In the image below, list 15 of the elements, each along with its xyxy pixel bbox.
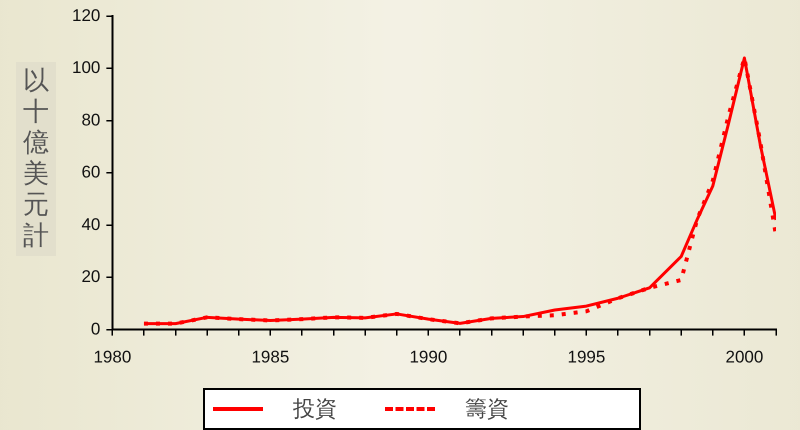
x-tick-label: 1990	[409, 347, 448, 366]
y-tick-label: 80	[81, 110, 100, 130]
y-tick-label: 120	[72, 6, 100, 25]
x-tick-label: 1980	[93, 347, 132, 366]
legend-label: 籌資	[465, 396, 509, 424]
x-tick-label: 1995	[567, 347, 606, 366]
y-tick-label: 100	[72, 58, 100, 78]
y-tick-label: 60	[81, 162, 100, 182]
y-tick-label: 40	[81, 214, 100, 234]
y-axis-title: 以十億美元計	[22, 66, 50, 252]
x-tick-label: 2000	[725, 347, 764, 366]
x-tick-label: 1985	[251, 347, 290, 366]
legend-label: 投資	[293, 396, 337, 424]
y-tick-label: 20	[81, 267, 100, 286]
y-tick-label: 0	[90, 319, 100, 338]
